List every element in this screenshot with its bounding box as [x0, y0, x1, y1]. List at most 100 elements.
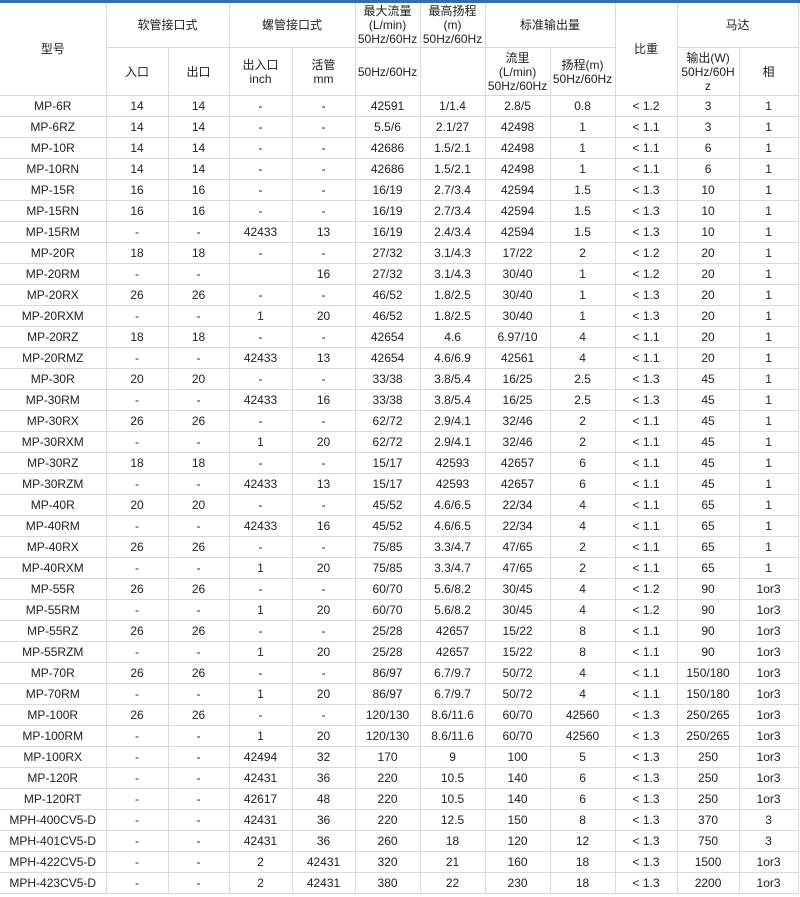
cell-std-flow: 120	[484, 830, 551, 852]
cell-motor-phase: 1or3	[738, 872, 799, 894]
cell-std-flow: 42657	[484, 452, 551, 474]
table-row: MP-30R 20 20- -33/38 3.8/5.4 16/25 2.5 < 1.3 45 1	[0, 368, 799, 390]
cell-thread-union: 20	[291, 683, 356, 705]
cell-motor-phase: 1or3	[738, 641, 799, 663]
table-row: MP-40RXM - -1 20 75/85 3.3/4.7 47/65 2 < 1.1 65 1	[0, 557, 799, 579]
cell-motor-phase: 1or3	[738, 683, 799, 705]
cell-hose-in: -	[105, 305, 169, 327]
cell-max-head: 2.9/4.1	[419, 431, 486, 453]
cell-std-flow: 30/40	[484, 263, 551, 285]
cell-std-head: 1.5	[549, 221, 616, 243]
cell-hose-out: -	[167, 305, 230, 327]
cell-std-flow: 47/65	[484, 557, 551, 579]
cell-max-flow: 46/52	[354, 305, 421, 327]
cell-motor-output: 90	[676, 578, 740, 600]
cell-hose-out: 18	[167, 326, 230, 348]
cell-thread-union: 13	[291, 221, 356, 243]
cell-motor-output: 3	[676, 95, 740, 117]
cell-std-head: 1	[549, 263, 616, 285]
header-thread-union: 活管 mm	[291, 47, 356, 96]
cell-hose-out: 26	[167, 704, 230, 726]
cell-hose-out: -	[167, 851, 230, 873]
cell-max-head: 2.1/27	[419, 116, 486, 138]
cell-hose-out: -	[167, 830, 230, 852]
cell-thread-inout: -	[228, 578, 293, 600]
cell-hose-in: -	[105, 830, 169, 852]
cell-max-flow: 25/28	[354, 620, 421, 642]
cell-hose-in: -	[105, 389, 169, 411]
cell-max-head: 1.8/2.5	[419, 284, 486, 306]
cell-hose-out: 14	[167, 158, 230, 180]
cell-thread-inout: -	[228, 116, 293, 138]
cell-specific-gravity: < 1.3	[614, 200, 678, 222]
cell-max-head: 1.8/2.5	[419, 305, 486, 327]
cell-thread-union: -	[291, 137, 356, 159]
cell-model: MP-10R	[0, 137, 107, 159]
cell-max-head: 4.6	[419, 326, 486, 348]
cell-std-flow: 30/45	[484, 578, 551, 600]
cell-hose-out: 20	[167, 494, 230, 516]
cell-motor-output: 250	[676, 788, 740, 810]
cell-thread-inout: -	[228, 242, 293, 264]
cell-specific-gravity: < 1.1	[614, 557, 678, 579]
cell-std-head: 8	[549, 809, 616, 831]
cell-model: MPH-401CV5-D	[0, 830, 107, 852]
cell-std-head: 18	[549, 851, 616, 873]
cell-specific-gravity: < 1.3	[614, 284, 678, 306]
cell-motor-output: 750	[676, 830, 740, 852]
cell-hose-out: -	[167, 599, 230, 621]
cell-std-head: 42560	[549, 725, 616, 747]
cell-hose-out: 16	[167, 200, 230, 222]
table-row: MP-10RN 14 14- -42686 1.5/2.1 42498 1 < 1.1 6 1	[0, 158, 799, 180]
cell-thread-inout: 1	[228, 641, 293, 663]
table-row: MP-20RZ 18 18- -42654 4.6 6.97/10 4 < 1.1 20 1	[0, 326, 799, 348]
cell-motor-output: 1500	[676, 851, 740, 873]
cell-specific-gravity: < 1.1	[614, 494, 678, 516]
cell-specific-gravity: < 1.3	[614, 830, 678, 852]
cell-max-head: 1/1.4	[419, 95, 486, 117]
cell-max-flow: 120/130	[354, 704, 421, 726]
cell-specific-gravity: < 1.3	[614, 788, 678, 810]
table-row: MP-30RZM - -42433 13 15/17 42593 42657 6 < 1.1 45…	[0, 473, 799, 495]
cell-max-flow: 62/72	[354, 410, 421, 432]
cell-std-head: 12	[549, 830, 616, 852]
cell-max-flow: 15/17	[354, 452, 421, 474]
cell-motor-phase: 1or3	[738, 662, 799, 684]
cell-thread-union: 32	[291, 746, 356, 768]
cell-motor-output: 6	[676, 137, 740, 159]
cell-hose-out: -	[167, 473, 230, 495]
cell-std-head: 2	[549, 536, 616, 558]
cell-thread-inout: 42431	[228, 767, 293, 789]
cell-thread-inout: 1	[228, 683, 293, 705]
cell-std-flow: 42498	[484, 116, 551, 138]
cell-motor-output: 250/265	[676, 725, 740, 747]
cell-motor-output: 20	[676, 305, 740, 327]
cell-model: MP-30RXM	[0, 431, 107, 453]
cell-std-head: 6	[549, 473, 616, 495]
cell-thread-inout: 42433	[228, 221, 293, 243]
header-max-head: 最高扬程 (m) 50Hz/60Hz	[419, 3, 486, 48]
cell-hose-in: 16	[105, 179, 169, 201]
cell-motor-phase: 1	[738, 116, 799, 138]
cell-hose-in: 18	[105, 326, 169, 348]
cell-std-flow: 160	[484, 851, 551, 873]
table-row: MPH-401CV5-D - -42431 36 260 18 120 12 < 1.3 750 3	[0, 830, 799, 852]
cell-hose-out: 26	[167, 284, 230, 306]
cell-hose-in: 14	[105, 158, 169, 180]
cell-hose-out: 14	[167, 137, 230, 159]
cell-hose-in: -	[105, 515, 169, 537]
cell-std-flow: 32/46	[484, 410, 551, 432]
table-row: MP-70R 26 26- -86/97 6.7/9.7 50/72 4 < 1.1 150/1…	[0, 662, 799, 684]
cell-max-head: 3.1/4.3	[419, 242, 486, 264]
cell-model: MP-100RX	[0, 746, 107, 768]
cell-std-flow: 150	[484, 809, 551, 831]
cell-model: MP-15R	[0, 179, 107, 201]
cell-max-head: 42593	[419, 452, 486, 474]
cell-max-flow: 16/19	[354, 179, 421, 201]
cell-max-head: 3.3/4.7	[419, 557, 486, 579]
cell-motor-phase: 1	[738, 431, 799, 453]
cell-specific-gravity: < 1.1	[614, 515, 678, 537]
cell-max-head: 10.5	[419, 788, 486, 810]
cell-motor-phase: 1or3	[738, 746, 799, 768]
cell-model: MP-55RM	[0, 599, 107, 621]
